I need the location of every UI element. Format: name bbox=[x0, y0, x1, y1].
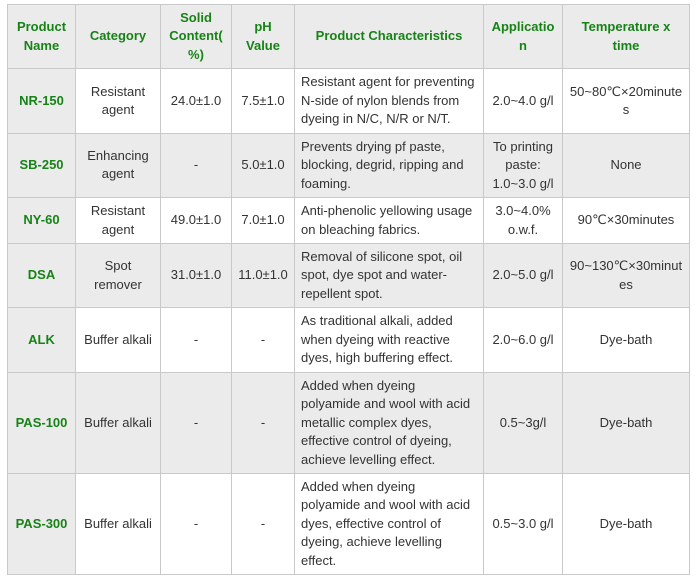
cell-solid: - bbox=[160, 472, 232, 576]
cell-solid: - bbox=[160, 307, 232, 373]
cell-category: Buffer alkali bbox=[75, 472, 161, 576]
cell-application: 3.0~4.0% o.w.f. bbox=[483, 197, 563, 244]
column-header-name: Product Name bbox=[7, 3, 76, 70]
cell-application: 2.0~5.0 g/l bbox=[483, 242, 563, 309]
table-row: NY-60 Resistant agent 49.0±1.0 7.0±1.0 Anti-… bbox=[7, 197, 690, 244]
cell-solid: 31.0±1.0 bbox=[160, 242, 232, 309]
cell-name: PAS-100 bbox=[7, 371, 76, 474]
cell-category: Buffer alkali bbox=[75, 307, 161, 373]
table-header-row: Product Name Category Solid Content(%) pH V… bbox=[7, 3, 690, 70]
cell-chars: Added when dyeing polyamide and wool wit… bbox=[294, 472, 484, 576]
cell-name: PAS-300 bbox=[7, 472, 76, 576]
cell-name: SB-250 bbox=[7, 132, 76, 199]
cell-temp: 90℃×30minutes bbox=[562, 197, 690, 244]
column-header-ph: pH Value bbox=[231, 3, 295, 70]
cell-name: DSA bbox=[7, 242, 76, 309]
cell-chars: Anti-phenolic yellowing usage on bleachi… bbox=[294, 197, 484, 244]
cell-solid: 49.0±1.0 bbox=[160, 197, 232, 244]
column-header-chars: Product Characteristics bbox=[294, 3, 484, 70]
column-header-solid: Solid Content(%) bbox=[160, 3, 232, 70]
cell-solid: - bbox=[160, 132, 232, 199]
cell-name: NR-150 bbox=[7, 68, 76, 134]
table-row: PAS-100 Buffer alkali - - Added when dyeing … bbox=[7, 371, 690, 474]
cell-temp: 50~80℃×20minutes bbox=[562, 68, 690, 134]
cell-ph: 11.0±1.0 bbox=[231, 242, 295, 309]
column-header-temp: Temperature x time bbox=[562, 3, 690, 70]
cell-temp: Dye-bath bbox=[562, 371, 690, 474]
table-row: NR-150 Resistant agent 24.0±1.0 7.5±1.0 Resi… bbox=[7, 68, 690, 134]
cell-name: NY-60 bbox=[7, 197, 76, 244]
cell-application: To printing paste: 1.0~3.0 g/l bbox=[483, 132, 563, 199]
cell-category: Buffer alkali bbox=[75, 371, 161, 474]
cell-ph: - bbox=[231, 371, 295, 474]
cell-application: 2.0~4.0 g/l bbox=[483, 68, 563, 134]
cell-category: Resistant agent bbox=[75, 68, 161, 134]
table-row: DSA Spot remover 31.0±1.0 11.0±1.0 Removal o… bbox=[7, 242, 690, 309]
cell-chars: Resistant agent for preventing N-side of… bbox=[294, 68, 484, 134]
table-row: SB-250 Enhancing agent -5.0±1.0 Prevents dr… bbox=[7, 132, 690, 199]
cell-temp: 90~130℃×30minutes bbox=[562, 242, 690, 309]
cell-ph: 5.0±1.0 bbox=[231, 132, 295, 199]
cell-name: ALK bbox=[7, 307, 76, 373]
cell-solid: - bbox=[160, 371, 232, 474]
cell-chars: As traditional alkali, added when dyeing… bbox=[294, 307, 484, 373]
cell-temp: None bbox=[562, 132, 690, 199]
cell-solid: 24.0±1.0 bbox=[160, 68, 232, 134]
cell-temp: Dye-bath bbox=[562, 472, 690, 576]
cell-category: Enhancing agent bbox=[75, 132, 161, 199]
cell-chars: Prevents drying pf paste, blocking, degr… bbox=[294, 132, 484, 199]
column-header-application: Application bbox=[483, 3, 563, 70]
cell-ph: 7.5±1.0 bbox=[231, 68, 295, 134]
cell-application: 0.5~3.0 g/l bbox=[483, 472, 563, 576]
cell-chars: Added when dyeing polyamide and wool wit… bbox=[294, 371, 484, 474]
cell-chars: Removal of silicone spot, oil spot, dye … bbox=[294, 242, 484, 309]
table-row: PAS-300 Buffer alkali - - Added when dyeing … bbox=[7, 472, 690, 576]
column-header-category: Category bbox=[75, 3, 161, 70]
cell-temp: Dye-bath bbox=[562, 307, 690, 373]
cell-category: Resistant agent bbox=[75, 197, 161, 244]
table-row: ALK Buffer alkali - - As traditional alkali,… bbox=[7, 307, 690, 373]
cell-ph: - bbox=[231, 472, 295, 576]
cell-application: 2.0~6.0 g/l bbox=[483, 307, 563, 373]
cell-application: 0.5~3g/l bbox=[483, 371, 563, 474]
cell-ph: - bbox=[231, 307, 295, 373]
cell-category: Spot remover bbox=[75, 242, 161, 309]
cell-ph: 7.0±1.0 bbox=[231, 197, 295, 244]
product-spec-table: Product Name Category Solid Content(%) pH V… bbox=[7, 3, 690, 576]
